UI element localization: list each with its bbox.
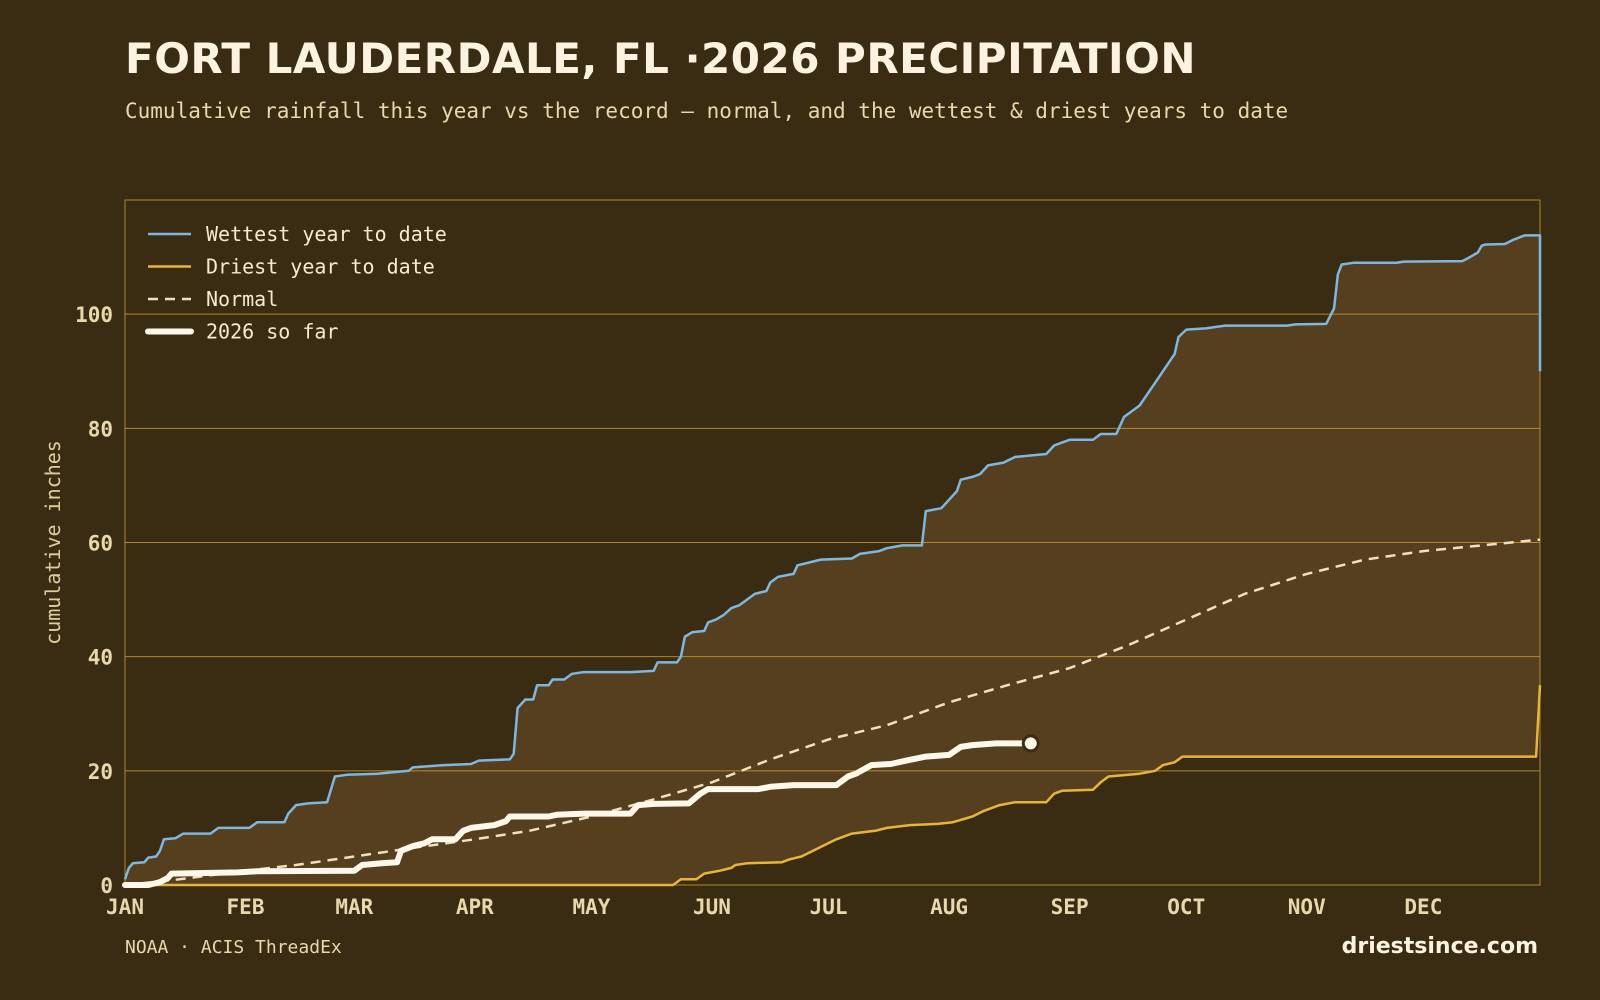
x-tick-label-feb: FEB [227,895,265,919]
y-tick-label-60: 60 [88,532,113,556]
x-tick-label-jan: JAN [106,895,144,919]
series-line-driest-year-to-date [125,685,1542,887]
series-line-2026-so-far [122,740,1034,888]
legend-label-wettest-year-to-date: Wettest year to date [206,222,447,246]
x-tick-label-aug: AUG [930,895,968,919]
x-tick-label-dec: DEC [1404,895,1442,919]
plot-frame [124,199,1541,886]
series-line-wettest-year-to-date [123,234,1542,880]
x-tick-label-jul: JUL [810,895,848,919]
legend-label-driest-year-to-date: Driest year to date [206,255,435,279]
legend-label-normal: Normal [206,287,278,311]
source-credit: NOAA · ACIS ThreadEx [125,937,342,958]
x-tick-label-jun: JUN [693,895,731,919]
y-tick-label-20: 20 [88,760,113,784]
x-tick-label-sep: SEP [1051,895,1089,919]
x-tick-label-nov: NOV [1288,895,1326,919]
y-tick-label-0: 0 [100,874,113,898]
y-tick-label-40: 40 [88,646,113,670]
chart-title: FORT LAUDERDALE, FL ·2026 PRECIPITATION [125,34,1196,83]
y-axis-label: cumulative inches [41,440,65,645]
y-tick-label-100: 100 [75,303,113,327]
x-tick-label-may: MAY [573,895,611,919]
current-endpoint-marker [1021,734,1040,753]
brand-link[interactable]: driestsince.com [1341,934,1538,959]
x-tick-label-apr: APR [456,895,494,919]
chart-subtitle: Cumulative rainfall this year vs the rec… [125,99,1289,123]
x-tick-label-mar: MAR [335,895,373,919]
y-tick-label-80: 80 [88,417,113,441]
x-tick-label-oct: OCT [1167,895,1205,919]
series-line-normal [124,538,1541,887]
legend-label-2026-so-far: 2026 so far [206,320,338,344]
